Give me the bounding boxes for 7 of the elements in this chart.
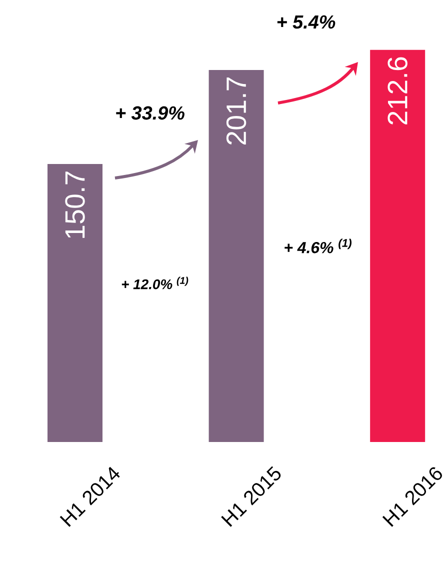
data-label: 150.7 [65, 172, 85, 238]
annotation: + 12.0% $^{(1)}$ [122, 276, 188, 290]
text: + 5.4% [277, 15, 336, 29]
data-label: 201.7 [226, 78, 246, 145]
annotation: + 4.6% $^{(1)}$ [284, 238, 352, 254]
data-label: 212.6 [388, 57, 408, 124]
annotation: + 33.9% [116, 106, 184, 120]
